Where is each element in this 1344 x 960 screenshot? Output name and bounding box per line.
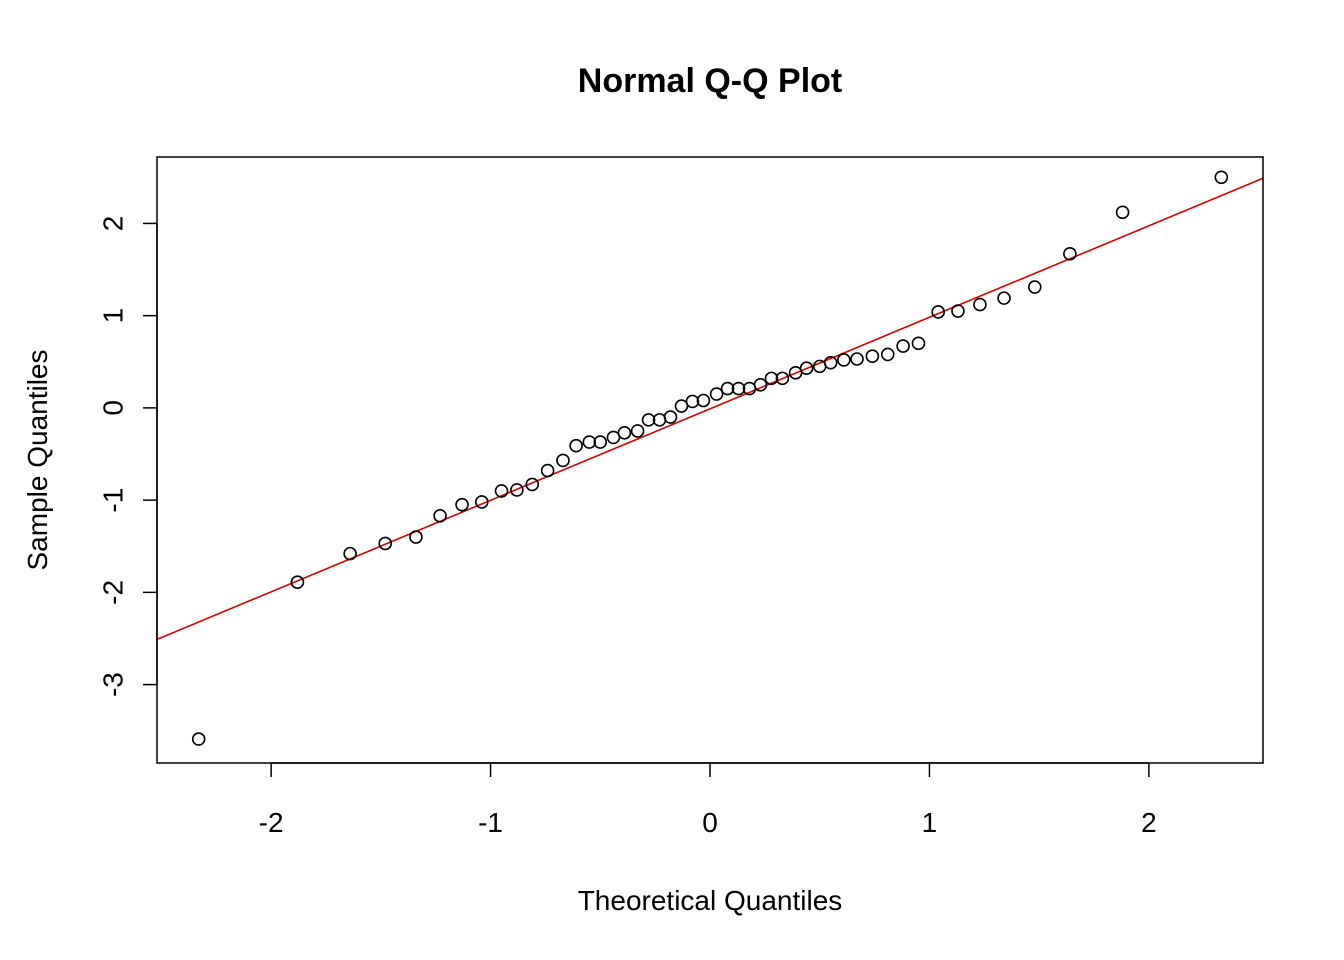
data-point	[951, 304, 965, 318]
data-point	[494, 484, 509, 498]
data-point	[1027, 280, 1042, 294]
data-point	[1214, 170, 1229, 185]
x-tick-label: 0	[702, 807, 718, 838]
data-point	[731, 381, 746, 396]
data-point	[775, 371, 790, 386]
data-point	[474, 495, 489, 509]
data-point	[540, 463, 555, 478]
data-point	[617, 425, 632, 440]
data-point	[510, 483, 524, 497]
data-point	[593, 435, 608, 449]
x-tick-label: -2	[259, 807, 284, 838]
reference-line-layer	[157, 177, 1263, 641]
data-point	[865, 349, 880, 364]
data-point	[582, 435, 597, 449]
y-tick-label: -3	[98, 672, 129, 697]
points-layer	[191, 170, 1229, 746]
data-point	[569, 438, 583, 453]
data-point	[764, 371, 779, 386]
y-tick-label: -2	[98, 580, 129, 605]
y-tick-label: 2	[98, 216, 129, 232]
data-point	[290, 575, 305, 590]
x-axis-title: Theoretical Quantiles	[578, 885, 843, 916]
data-point	[378, 536, 393, 551]
data-point	[720, 381, 735, 396]
data-point	[823, 355, 838, 370]
data-point	[880, 347, 895, 362]
data-point	[685, 394, 700, 409]
data-point	[409, 530, 423, 544]
data-point	[641, 413, 656, 427]
data-point	[837, 353, 851, 367]
y-tick-label: 0	[98, 400, 129, 416]
y-axis-title: Sample Quantiles	[22, 349, 53, 570]
data-point	[973, 297, 987, 312]
data-point	[753, 378, 768, 392]
data-point	[896, 339, 910, 353]
y-axis: -3 -2 -1 0 1 2	[98, 216, 158, 697]
data-point	[709, 387, 724, 401]
data-point	[663, 410, 678, 424]
data-point	[850, 352, 864, 366]
chart-title: Normal Q-Q Plot	[578, 62, 842, 100]
data-point	[630, 424, 645, 438]
x-tick-label: 1	[922, 807, 938, 838]
data-point	[997, 291, 1011, 305]
data-point	[911, 336, 926, 351]
data-point	[799, 361, 814, 376]
x-tick-label: -1	[478, 807, 503, 838]
data-point	[556, 453, 570, 468]
x-tick-label: 2	[1141, 807, 1157, 838]
qq-reference-line	[157, 177, 1263, 641]
data-point	[1063, 247, 1077, 261]
x-axis: -2 -1 0 1 2	[259, 762, 1157, 838]
y-tick-label: -1	[98, 488, 129, 513]
data-point	[343, 546, 357, 561]
data-point	[1115, 205, 1130, 220]
data-point	[433, 509, 447, 523]
data-point	[455, 497, 469, 512]
y-tick-label: 1	[98, 308, 129, 324]
data-point	[191, 732, 206, 746]
data-point	[931, 305, 946, 319]
data-point	[525, 477, 540, 492]
data-point	[696, 393, 711, 408]
